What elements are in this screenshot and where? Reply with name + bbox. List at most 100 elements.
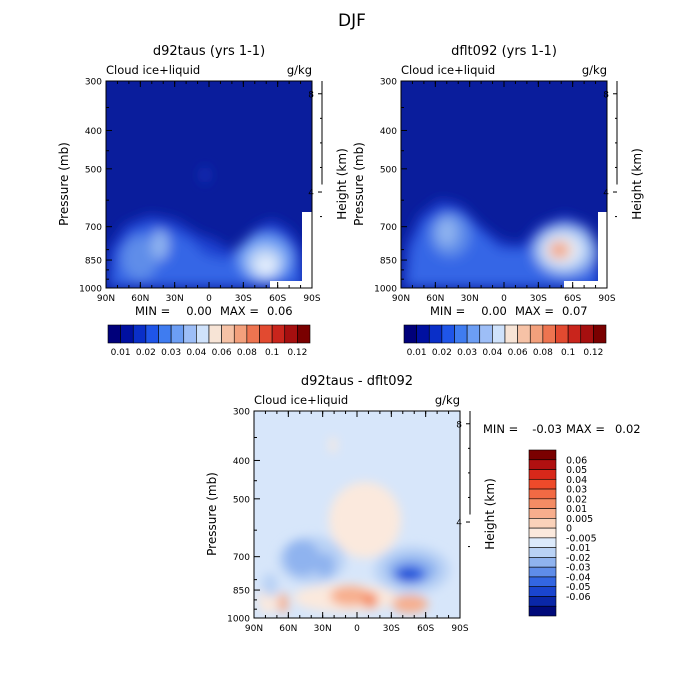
colorbar-swatch [528,527,557,539]
colorbar-label: -0.03 [566,563,591,574]
left-axis: 300 400 500 700 850 1000 [79,78,112,295]
figure-title: DJF [338,11,366,31]
x-tick-label: 30N [314,624,332,634]
colorbar-swatch [504,324,518,344]
colorbar-swatch [542,324,556,344]
colorbar-label: -0.06 [566,592,591,603]
colorbar-c: 0.060.050.040.030.020.010.0050-0.005-0.0… [528,449,597,617]
colorbar-swatch [528,498,557,509]
x-tick-label: 0 [501,294,507,304]
y-right-tick-label: 8 [603,90,609,100]
colorbar-swatch [221,324,235,344]
x-tick-label: 60S [269,294,286,304]
colorbar-swatch [528,537,557,548]
y-right-tick-label: 4 [603,189,609,199]
contour-field [106,81,312,288]
panel-units: g/kg [287,63,312,77]
y-tick-label: 500 [380,165,397,175]
stat-max: MAX = 0.06 [220,304,293,318]
y-tick-label: 300 [85,78,102,88]
x-tick-label: 30S [530,294,547,304]
colorbar-swatch [528,586,557,597]
colorbar-swatch [107,324,121,344]
bottom-axis: 90N 60N 30N 0 30S 60S 90S [392,81,616,304]
colorbar-swatch [441,324,455,344]
y-tick-label: 850 [380,257,397,267]
x-tick-label: 30S [235,294,252,304]
colorbar-label: 0.01 [566,504,587,515]
panel-title: dflt092 (yrs 1-1) [451,44,557,59]
colorbar-label: 0.04 [482,348,502,358]
y-axis-label-right: Height (km) [483,478,497,549]
colorbar-swatch [528,478,557,490]
y-axis-label: Pressure (mb) [205,472,219,556]
y-tick-label: 500 [233,495,250,505]
panel-subtitle-left: Cloud ice+liquid [106,63,200,77]
colorbar-swatch [196,324,210,344]
x-tick-label: 30N [461,294,479,304]
x-tick-label: 90N [97,294,115,304]
colorbar-label: 0.1 [265,348,279,358]
y-tick-label: 400 [233,457,250,467]
x-tick-label: 30S [383,624,400,634]
colorbar-swatch [132,324,147,344]
colorbar-swatch [528,469,557,480]
x-tick-label: 90S [451,624,468,634]
colorbar-label: 0.05 [566,465,587,476]
x-tick-label: 90S [303,294,320,304]
colorbar-swatch [120,324,134,344]
contour-field [254,411,460,618]
colorbar-b: 0.01 0.02 0.03 0.04 0.06 0.08 0.1 0.12 [403,324,607,358]
left-axis: 300 400 500 700 850 1000 [374,78,407,295]
colorbar-swatch [183,324,197,344]
x-tick-label: 60N [426,294,444,304]
panel-title: d92taus - dflt092 [301,374,413,389]
colorbar-label: 0.03 [457,348,477,358]
colorbar-label: 0.12 [583,348,603,358]
y-tick-label: 1000 [227,615,250,625]
colorbar-swatch [528,488,557,500]
bottom-axis: 90N 60N 30N 0 30S 60S 90S [245,411,469,634]
y-right-tick-label: 4 [456,519,462,529]
colorbar-label: -0.04 [566,572,591,583]
y-tick-label: 850 [85,257,102,267]
right-axis: 84 [603,81,618,218]
x-tick-label: 60S [564,294,581,304]
colorbar-label: 0.03 [566,485,587,496]
y-axis-label: Pressure (mb) [57,142,71,226]
panel-difference: d92taus - dflt092 Cloud ice+liquid g/kg [205,374,641,634]
y-tick-label: 1000 [374,285,397,295]
panel-units: g/kg [435,393,460,407]
colorbar-label: 0.02 [136,348,156,358]
x-tick-label: 90N [392,294,410,304]
x-tick-label: 90S [598,294,615,304]
colorbar-label: 0.12 [287,348,307,358]
colorbar-swatch [284,324,298,344]
colorbar-swatch [246,324,260,344]
colorbar-label: 0.03 [161,348,181,358]
y-tick-label: 300 [233,408,250,418]
colorbar-swatch [580,324,594,344]
y-right-tick-label: 4 [308,189,314,199]
colorbar-swatch [259,324,273,344]
right-axis: 84 [456,411,471,548]
colorbar-label: 0.01 [407,348,427,358]
colorbar-swatch [170,324,185,344]
y-axis-label-right: Height (km) [630,148,644,219]
colorbar-swatch [593,324,607,344]
y-right-tick-label: 8 [308,90,314,100]
colorbar-swatch [555,324,569,344]
colorbar-swatch [479,324,493,344]
colorbar-label: 0.08 [533,348,553,358]
colorbar-label: -0.05 [566,582,591,593]
y-tick-label: 300 [380,78,397,88]
x-tick-label: 60S [417,624,434,634]
y-right-tick-label: 8 [456,420,462,430]
contour-field [401,81,607,288]
y-tick-label: 400 [380,127,397,137]
colorbar-label: 0.06 [508,348,528,358]
colorbar-label: 0.06 [212,348,232,358]
colorbar-label: 0.005 [566,514,593,525]
x-tick-label: 0 [354,624,360,634]
